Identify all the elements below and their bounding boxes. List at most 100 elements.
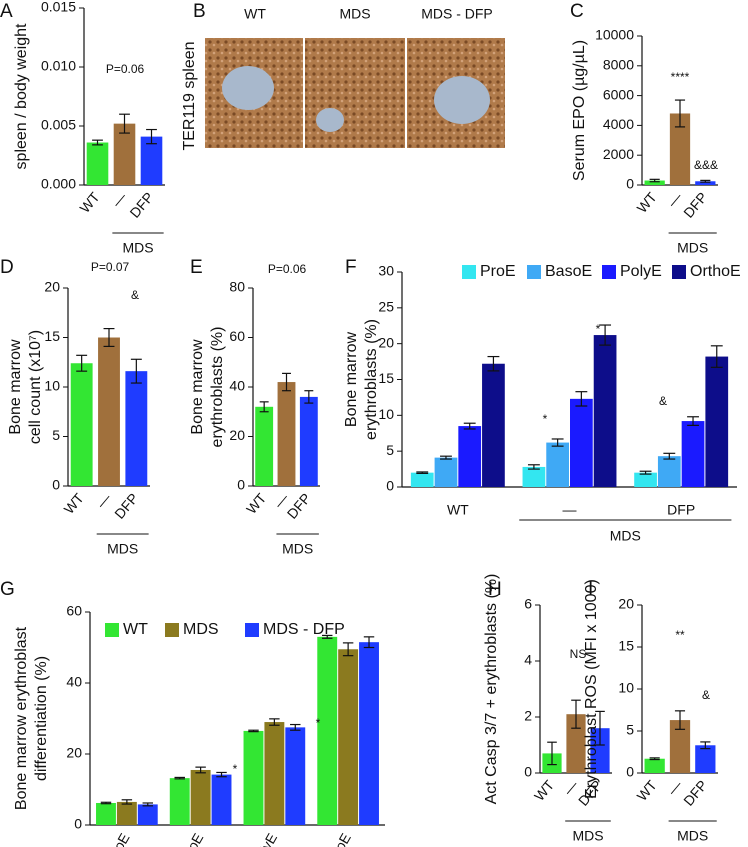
x-tick-label: DFP [667, 502, 695, 518]
x-tick-label: OrthoE [318, 830, 354, 847]
bar [695, 745, 716, 773]
bar [566, 714, 586, 773]
legend-label: PolyE [620, 263, 662, 280]
y-tick-label: 10000 [595, 27, 634, 43]
group-label: MDS [282, 541, 313, 557]
x-tick-label: BasoE [172, 830, 206, 847]
y-tick-label: 20 [44, 279, 60, 295]
image-label: MDS [339, 6, 370, 22]
panel-letter: B [193, 1, 206, 22]
y-tick-label: 0 [74, 816, 82, 832]
legend-swatch [602, 265, 616, 279]
x-tick-label: WT [634, 777, 661, 804]
x-tick-label: — [563, 502, 577, 518]
group-label: MDS [122, 240, 153, 256]
y-tick-label: 0 [237, 477, 245, 493]
bar [593, 335, 617, 487]
bar [669, 720, 691, 773]
image-label: MDS - DFP [421, 6, 493, 22]
y-tick-label: 10 [618, 680, 634, 696]
y-tick-label: 40 [66, 674, 82, 690]
micrograph [305, 38, 405, 148]
y-tick-label: 4000 [603, 116, 634, 132]
y-axis-label: Act Casp 3/7 + erythroblasts (%) [483, 574, 500, 805]
x-tick-label: DFP [111, 490, 141, 522]
y-axis-label: cell count (x10⁷) [27, 330, 44, 444]
annotation: * [596, 322, 601, 336]
bar [570, 398, 593, 487]
y-axis-label: Bone marrow [343, 331, 360, 427]
bar [434, 457, 458, 487]
legend-label: MDS - DFP [263, 621, 345, 638]
bar [634, 472, 657, 487]
x-tick-label: DFP [126, 189, 156, 221]
legend-swatch [165, 623, 179, 637]
panel-letter: E [190, 257, 203, 278]
bar [255, 406, 274, 486]
legend-label: WT [123, 621, 148, 638]
bar [410, 472, 434, 487]
bar [644, 180, 665, 185]
x-tick-label: WT [76, 189, 103, 216]
y-axis-label: differentiation (%) [33, 656, 50, 781]
y-axis-label: Serum EPO (µg/µL) [571, 40, 588, 181]
y-tick-label: 25 [378, 299, 394, 315]
panel-letter: H [488, 579, 502, 600]
group-label: MDS [677, 828, 708, 844]
y-tick-label: 15 [44, 328, 60, 344]
legend-label: ProE [480, 263, 516, 280]
panel-letter: I [588, 579, 593, 600]
x-tick-label: WT [447, 502, 469, 518]
y-tick-label: 0.005 [41, 117, 76, 133]
bar [317, 636, 338, 825]
y-tick-label: 15 [618, 638, 634, 654]
y-tick-label: 5 [386, 442, 394, 458]
chart-panel: G Bone marrow erythroblast differentiation… [0, 579, 385, 847]
y-axis-label: spleen / body weight [13, 23, 30, 169]
y-tick-label: 0 [626, 764, 634, 780]
legend-swatch [672, 265, 686, 279]
bar [359, 642, 379, 825]
group-label: MDS [572, 828, 603, 844]
y-tick-label: 6000 [603, 86, 634, 102]
x-tick-label: PolyE [248, 830, 280, 847]
chart-panel: D Bone marrow cell count (x10⁷) 0 5 10 15 20 WT —… [0, 257, 150, 557]
annotation: * [543, 412, 548, 426]
legend-swatch [245, 623, 259, 637]
y-tick-label: 0.015 [41, 0, 76, 15]
bar [482, 363, 505, 487]
follicle [222, 66, 274, 110]
y-tick-label: 6 [524, 596, 532, 612]
y-tick-label: 80 [229, 279, 245, 295]
y-tick-label: 5 [52, 427, 60, 443]
chart-panel: C Serum EPO (µg/µL) 0 2000 4000 6000 8000 10000… [570, 1, 718, 256]
bar [299, 396, 318, 486]
annotation: & [659, 394, 667, 408]
y-tick-label: 20 [229, 427, 245, 443]
x-tick-label: — [93, 490, 114, 511]
y-tick-label: 20 [378, 334, 394, 350]
legend-label: MDS [183, 621, 219, 638]
bar [277, 382, 296, 486]
bar [96, 802, 116, 825]
legend-label: OrthoE [690, 263, 741, 280]
legend-swatch [462, 265, 476, 279]
bar [458, 426, 482, 487]
x-tick-label: WT [634, 189, 661, 216]
y-tick-label: 15 [378, 370, 394, 386]
y-axis-label: erythroblasts (%) [363, 319, 380, 440]
y-tick-label: 30 [378, 263, 394, 279]
bar [657, 456, 681, 487]
x-tick-label: WT [243, 490, 270, 517]
bar [590, 728, 610, 773]
bar [70, 363, 93, 486]
chart-panel: F Bone marrow erythroblasts (%) 0 5 10 15 20 25 3… [343, 257, 740, 544]
y-tick-label: 0 [626, 176, 634, 192]
bar [264, 722, 285, 825]
bar [669, 113, 691, 185]
group-label: MDS [677, 240, 708, 256]
panel-letter: G [0, 579, 15, 600]
